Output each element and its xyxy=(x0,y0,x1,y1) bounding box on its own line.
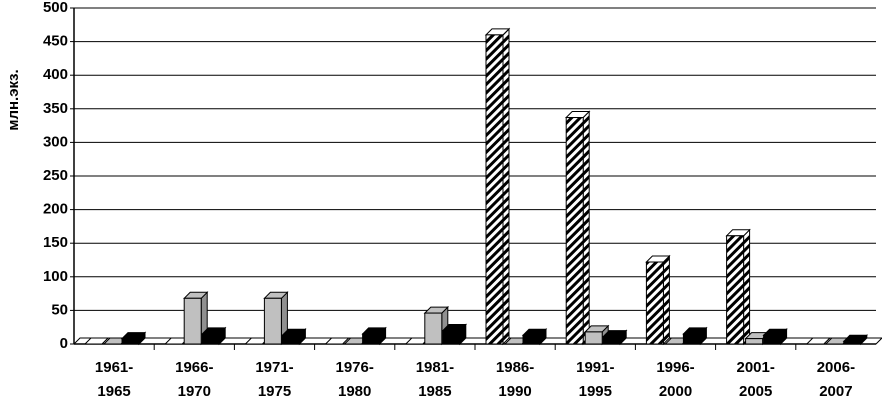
bar xyxy=(485,34,504,345)
bar xyxy=(726,235,745,345)
bar xyxy=(424,312,443,345)
bar xyxy=(201,333,220,345)
bar-side xyxy=(743,228,751,346)
x-tick-label: 1991- xyxy=(576,359,614,376)
y-tick-label: 400 xyxy=(43,66,68,83)
x-tick-label: 2005 xyxy=(739,383,772,400)
y-tick-label: 200 xyxy=(43,201,68,218)
bar xyxy=(584,331,603,345)
x-tick-label: 1970 xyxy=(178,383,211,400)
bar-top xyxy=(83,337,110,345)
x-tick-label: 1981- xyxy=(416,359,454,376)
x-tick-label: 1990 xyxy=(498,383,531,400)
y-tick-label: 50 xyxy=(51,301,68,318)
bar xyxy=(263,297,282,345)
y-axis-label: млн.экз. xyxy=(5,69,22,130)
x-tick-label: 1976- xyxy=(336,359,374,376)
bar-side xyxy=(662,254,670,346)
x-tick-label: 1986- xyxy=(496,359,534,376)
y-tick-label: 100 xyxy=(43,268,68,285)
y-tick-label: 300 xyxy=(43,133,68,150)
y-tick-label: 150 xyxy=(43,234,68,251)
x-tick-label: 1996- xyxy=(656,359,694,376)
x-tick-label: 2001- xyxy=(737,359,775,376)
x-tick-label: 1980 xyxy=(338,383,371,400)
bar xyxy=(442,330,461,345)
y-tick-label: 350 xyxy=(43,100,68,117)
x-tick-label: 1995 xyxy=(579,383,612,400)
bar xyxy=(682,333,701,345)
x-tick-label: 1985 xyxy=(418,383,451,400)
y-tick-label: 450 xyxy=(43,33,68,50)
y-tick-label: 500 xyxy=(43,0,68,16)
bar xyxy=(281,334,300,345)
bar xyxy=(763,334,782,345)
bar xyxy=(602,336,621,345)
x-tick-label: 2006- xyxy=(817,359,855,376)
bar-side xyxy=(502,27,510,346)
x-tick-label: 1965 xyxy=(97,383,130,400)
bar xyxy=(362,333,381,345)
bar xyxy=(522,334,541,345)
bar xyxy=(843,340,862,345)
bar xyxy=(645,261,664,345)
bar xyxy=(183,297,202,345)
bar-top xyxy=(324,337,350,345)
bar xyxy=(121,338,140,345)
bar-top xyxy=(805,337,832,345)
y-tick-label: 250 xyxy=(43,167,68,184)
bar-side xyxy=(582,110,590,346)
bar xyxy=(565,117,584,345)
x-tick-label: 2000 xyxy=(659,383,692,400)
x-tick-label: 1971- xyxy=(255,359,293,376)
x-tick-label: 2007 xyxy=(819,383,852,400)
x-tick-label: 1975 xyxy=(258,383,291,400)
y-tick-label: 0 xyxy=(60,335,68,352)
bar xyxy=(745,338,764,345)
x-tick-label: 1966- xyxy=(175,359,213,376)
x-tick-label: 1961- xyxy=(95,359,133,376)
